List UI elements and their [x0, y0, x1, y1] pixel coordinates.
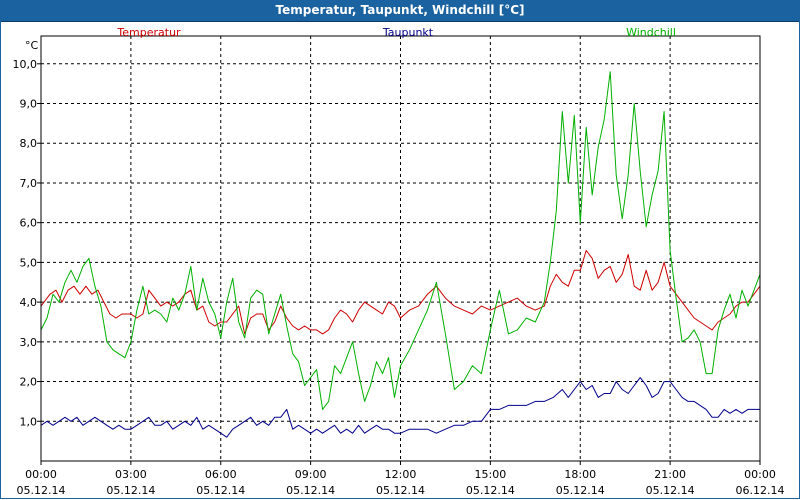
x-tick-time-label: 18:00 — [564, 468, 596, 481]
x-tick-date-label: 05.12.14 — [556, 484, 605, 497]
x-tick-date-label: 06.12.14 — [736, 484, 785, 497]
y-tick-label: 8,0 — [20, 137, 38, 150]
x-tick-date-label: 05.12.14 — [646, 484, 695, 497]
x-tick-date-label: 05.12.14 — [17, 484, 66, 497]
chart-frame: 1,0 2,0 3,0 4,0 5,0 6,0 7,0 8,0 9,0 10,0 00:00 05.1… — [0, 21, 800, 499]
x-tick-time-label: 15:00 — [475, 468, 507, 481]
series-line-windchill — [40, 71, 761, 410]
x-tick-date-label: 05.12.14 — [466, 484, 515, 497]
x-tick-time-label: 03:00 — [115, 468, 147, 481]
x-tick-time-label: 00:00 — [744, 468, 776, 481]
y-tick-label: 5,0 — [20, 256, 38, 269]
series-line-taupunkt — [40, 377, 760, 438]
x-tick-time-label: 09:00 — [295, 468, 327, 481]
window-titlebar: Temperatur, Taupunkt, Windchill [°C] — [0, 0, 800, 22]
y-tick-label: 4,0 — [20, 296, 38, 309]
x-tick-time-label: 06:00 — [205, 468, 237, 481]
x-tick-time-label: 21:00 — [654, 468, 686, 481]
x-tick-time-label: 12:00 — [385, 468, 417, 481]
y-tick-label: 2,0 — [20, 376, 38, 389]
legend-label-temperatur: Temperatur — [116, 26, 181, 39]
y-tick-label: 3,0 — [20, 336, 38, 349]
legend-label-windchill: Windchill — [626, 26, 676, 39]
x-tick-date-label: 05.12.14 — [196, 484, 245, 497]
y-tick-label: 7,0 — [20, 177, 38, 190]
y-tick-label: 1,0 — [20, 415, 38, 428]
y-tick-label: 10,0 — [13, 58, 38, 71]
line-chart: 1,0 2,0 3,0 4,0 5,0 6,0 7,0 8,0 9,0 10,0 00:00 05.1… — [13, 26, 785, 497]
series-line-temperatur — [40, 250, 761, 335]
window-title: Temperatur, Taupunkt, Windchill [°C] — [275, 3, 525, 17]
y-tick-label: 9,0 — [20, 98, 38, 111]
legend-label-taupunkt: Taupunkt — [382, 26, 434, 39]
y-axis-unit-label: °C — [25, 39, 39, 52]
plot-border — [40, 35, 761, 462]
x-tick-date-label: 05.12.14 — [376, 484, 425, 497]
x-tick-date-label: 05.12.14 — [106, 484, 155, 497]
y-tick-label: 6,0 — [20, 217, 38, 230]
x-tick-date-label: 05.12.14 — [286, 484, 335, 497]
x-tick-time-label: 00:00 — [25, 468, 57, 481]
